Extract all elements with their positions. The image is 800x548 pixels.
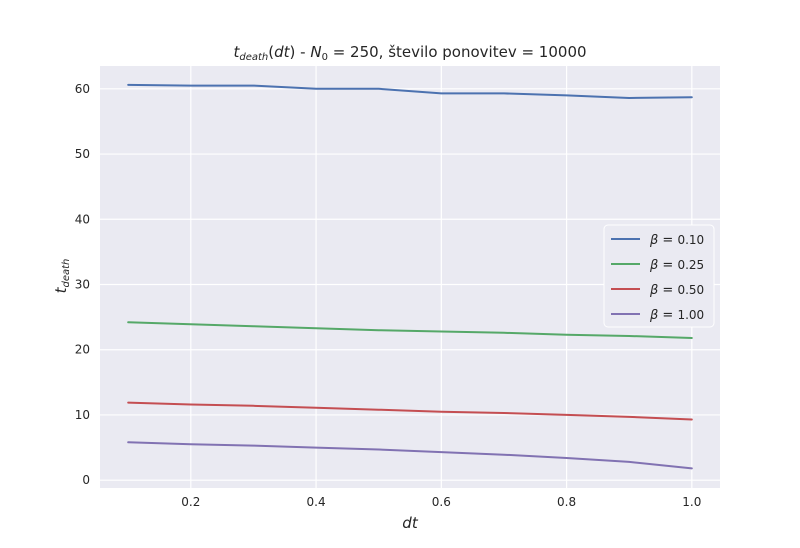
y-tick-labels: 0 10 20 30 40 50 60 [75,82,90,487]
legend-value: 0.10 [677,233,704,247]
legend-value: 0.50 [677,283,704,297]
x-tick-label: 1.0 [682,495,701,509]
x-tick-label: 0.8 [557,495,576,509]
series-lines [127,83,693,470]
chart-title: tdeath(dt) - N0 = 250, število ponovitev… [233,43,586,63]
series-line-3 [127,401,693,421]
y-tick-label: 10 [75,408,90,422]
y-axis-label-sub: death [61,259,72,288]
legend-greek: β [649,258,658,273]
title-n: N [310,43,321,61]
legend-box [603,224,715,328]
legend-label-1: β = 0.10 [649,233,704,248]
y-tick-label: 30 [75,278,90,292]
legend-label-2: β = 0.25 [649,258,704,273]
title-t: t [233,43,240,61]
legend-label-3: β = 0.50 [649,283,704,298]
x-tick-label: 0.4 [307,495,326,509]
x-tick-labels: 0.2 0.4 0.6 0.8 1.0 [181,495,701,509]
y-axis-label-main: t [52,286,70,293]
legend-equals: = [658,308,677,323]
legend: β = 0.10β = 0.25β = 0.50β = 1.00 [603,224,715,328]
y-tick-label: 50 [75,147,90,161]
x-tick-label: 0.2 [181,495,200,509]
title-open-paren: ( [268,43,274,61]
legend-value: 0.25 [677,258,704,272]
title-close-paren: ) [290,43,296,61]
title-dt: dt [274,43,291,61]
title-n-sub: 0 [322,52,328,63]
title-t-sub: death [239,52,268,63]
legend-label-4: β = 1.00 [649,308,704,323]
legend-greek: β [649,308,658,323]
legend-equals: = [658,233,677,248]
legend-equals: = [658,258,677,273]
x-axis-label: dt [402,514,419,532]
legend-value: 1.00 [677,308,704,322]
y-tick-label: 0 [82,473,90,487]
series-line-1 [127,83,693,99]
legend-equals: = [658,283,677,298]
title-separator: - [295,43,310,61]
title-rest: = 250, število ponovitev = 10000 [328,43,587,61]
series-line-4 [127,441,693,470]
legend-greek: β [649,233,658,248]
y-tick-label: 20 [75,343,90,357]
grid [100,66,720,488]
y-tick-label: 40 [75,212,90,226]
series-line-2 [127,321,693,339]
legend-greek: β [649,283,658,298]
x-tick-label: 0.6 [432,495,451,509]
y-tick-label: 60 [75,82,90,96]
y-axis-label: tdeath [52,259,72,294]
